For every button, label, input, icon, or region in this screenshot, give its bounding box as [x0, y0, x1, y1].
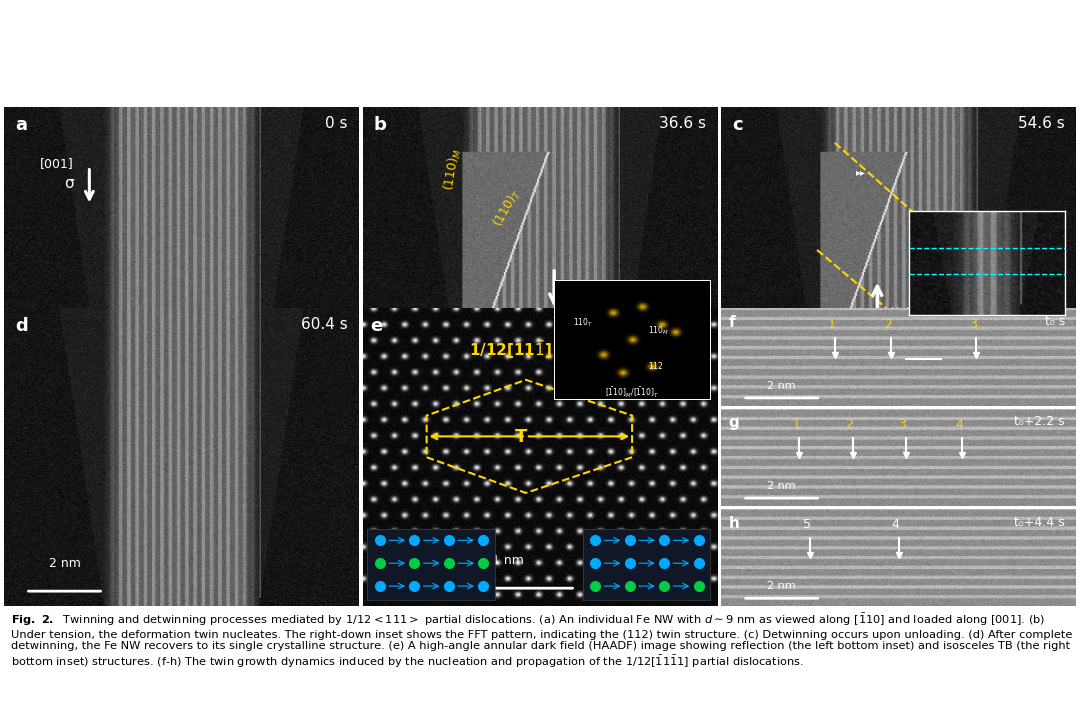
Text: 4: 4 — [891, 518, 900, 531]
Text: 1: 1 — [827, 318, 836, 331]
Text: $110_T$: $110_T$ — [572, 316, 593, 329]
Text: ▸▸: ▸▸ — [856, 168, 866, 178]
Text: $\bf{Fig.\ 2.}$  Twinning and detwinning processes mediated by 1/12$<$111$>$ par: $\bf{Fig.\ 2.}$ Twinning and detwinning … — [11, 612, 1072, 670]
Text: 2 nm: 2 nm — [49, 356, 81, 369]
Text: 2 nm: 2 nm — [407, 356, 440, 369]
Text: 2 nm: 2 nm — [768, 481, 796, 491]
Text: T: T — [515, 429, 527, 446]
Text: 3: 3 — [970, 318, 977, 331]
Text: g: g — [729, 416, 740, 431]
Text: 4: 4 — [955, 418, 963, 431]
Text: b: b — [374, 116, 387, 134]
Text: 0 s: 0 s — [325, 116, 348, 131]
Text: 3: 3 — [899, 418, 906, 431]
Text: σ: σ — [65, 175, 75, 190]
Text: 36.6 s: 36.6 s — [660, 116, 706, 131]
Text: $(110)_M$: $(110)_M$ — [441, 146, 464, 192]
Text: 2: 2 — [846, 418, 853, 431]
Text: 1: 1 — [793, 418, 800, 431]
Text: $112$: $112$ — [648, 360, 663, 371]
Text: 1/12[11$\bar{1}$]: 1/12[11$\bar{1}$] — [469, 339, 552, 361]
Text: a: a — [15, 116, 27, 134]
Text: 2 nm: 2 nm — [768, 381, 796, 391]
Text: $[\bar{1}10]_M/[\bar{1}10]_T$: $[\bar{1}10]_M/[\bar{1}10]_T$ — [605, 386, 659, 400]
Text: Unloading: Unloading — [891, 307, 948, 317]
Text: e: e — [370, 317, 382, 335]
Text: 1 nm: 1 nm — [492, 554, 524, 568]
Text: h: h — [729, 515, 740, 530]
Text: $(110)_T$: $(110)_T$ — [490, 186, 525, 230]
Text: $110_M$: $110_M$ — [648, 324, 669, 337]
Text: 2: 2 — [885, 318, 892, 331]
Text: t₀ s: t₀ s — [1044, 315, 1065, 328]
Text: c: c — [732, 116, 743, 134]
Text: 2 nm: 2 nm — [768, 582, 796, 592]
Text: 2 nm: 2 nm — [766, 356, 798, 369]
Text: d: d — [15, 317, 28, 335]
Text: [001]: [001] — [40, 157, 73, 170]
Text: 54.6 s: 54.6 s — [1018, 116, 1065, 131]
Text: t₀+4.4 s: t₀+4.4 s — [1014, 515, 1065, 528]
Text: f: f — [729, 315, 735, 330]
Text: 2 nm: 2 nm — [49, 558, 81, 570]
Text: 60.4 s: 60.4 s — [301, 317, 348, 332]
Text: 5: 5 — [802, 518, 811, 531]
Text: t₀+2.2 s: t₀+2.2 s — [1014, 416, 1065, 429]
